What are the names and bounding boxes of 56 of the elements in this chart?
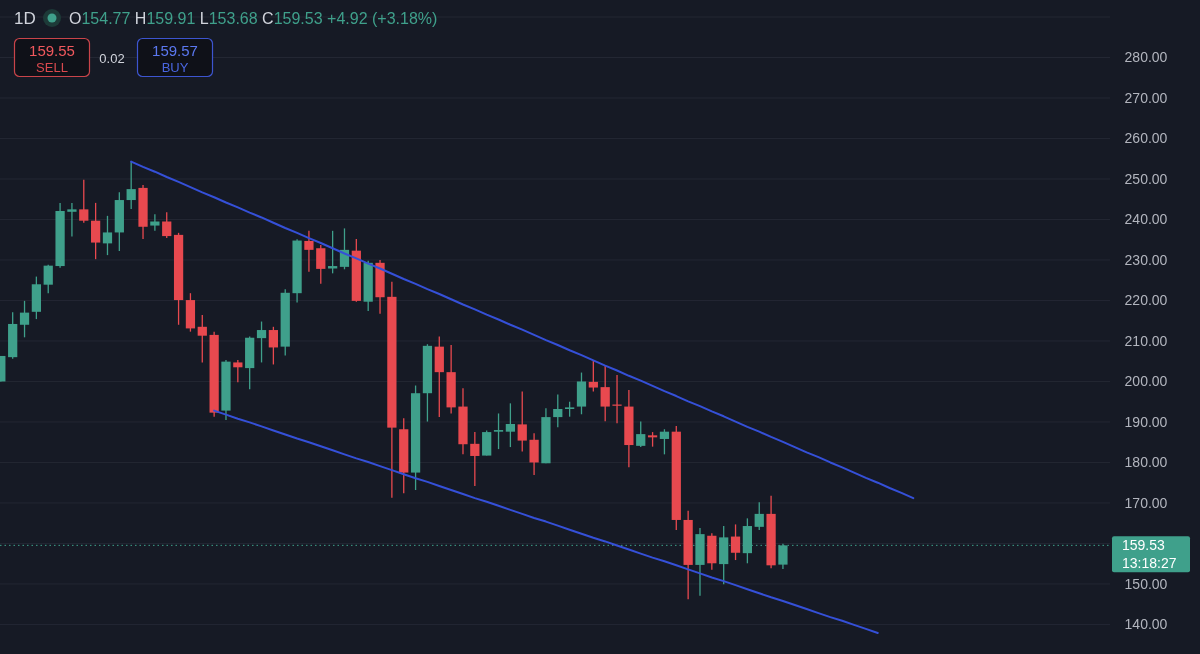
candlestick: [233, 359, 243, 383]
annotation: 159.55: [29, 42, 75, 59]
y-tick-label: 180.00: [1124, 454, 1168, 471]
candlestick: [91, 202, 101, 260]
annotation: SELL: [36, 60, 68, 75]
y-tick-label: 150.00: [1124, 575, 1168, 592]
y-tick-label: 190.00: [1124, 413, 1168, 430]
candlestick: [79, 179, 89, 224]
candlestick: [505, 402, 516, 448]
candlestick: [150, 213, 160, 232]
line-series: [130, 160, 915, 500]
candlestick: [304, 230, 314, 273]
candlestick: [517, 390, 527, 453]
candlestick: [268, 326, 278, 366]
candlestick: [659, 428, 670, 456]
annotation: 0.02: [99, 51, 125, 66]
candlestick: [43, 264, 53, 294]
y-tick-label: 260.00: [1124, 130, 1168, 147]
candlestick: [553, 393, 563, 428]
annotation: O154.77 H159.91 L153.68 C159.53 +4.92 (+3.18%): [69, 10, 438, 27]
candlestick: [529, 432, 539, 476]
line-series: [213, 409, 879, 634]
annotation: BUY: [161, 60, 189, 75]
y-tick-label: 230.00: [1124, 251, 1168, 268]
candlestick: [126, 160, 136, 210]
y-tick-label: 210.00: [1124, 332, 1168, 349]
text: 1D: [14, 9, 36, 28]
candlestick: [162, 211, 172, 239]
y-tick-label: 250.00: [1124, 170, 1168, 187]
candlestick: [316, 244, 326, 285]
candlestick: [256, 320, 267, 364]
candlestick: [588, 360, 598, 393]
candlestick: [102, 215, 113, 256]
ref-line-label: 159.53: [1122, 537, 1166, 554]
y-tick-label: 240.00: [1124, 211, 1168, 228]
candlestick: [636, 420, 646, 448]
candlestick: [493, 412, 504, 450]
candlestick: [482, 429, 492, 457]
y-tick-label: 270.00: [1124, 89, 1168, 106]
candlestick: [754, 501, 764, 531]
y-tick-label: 280.00: [1124, 49, 1168, 66]
candlestick: [612, 374, 622, 424]
candlestick: [730, 523, 741, 561]
annotation: 159.57: [152, 42, 198, 59]
y-tick-label: 140.00: [1124, 616, 1168, 633]
text: 13:18:27: [1122, 555, 1177, 572]
candlestick: [470, 431, 480, 487]
y-tick-label: 170.00: [1124, 494, 1168, 511]
candlestick: [600, 365, 610, 422]
candlestick: [67, 202, 77, 238]
buy-button: 159.57 BUY: [136, 37, 214, 78]
y-tick-label: 220.00: [1124, 292, 1168, 309]
candlestick: [19, 300, 30, 338]
y-tick-label: 200.00: [1124, 373, 1168, 390]
candlestick: [197, 314, 207, 364]
sell-button: 159.55 SELL: [13, 37, 91, 78]
